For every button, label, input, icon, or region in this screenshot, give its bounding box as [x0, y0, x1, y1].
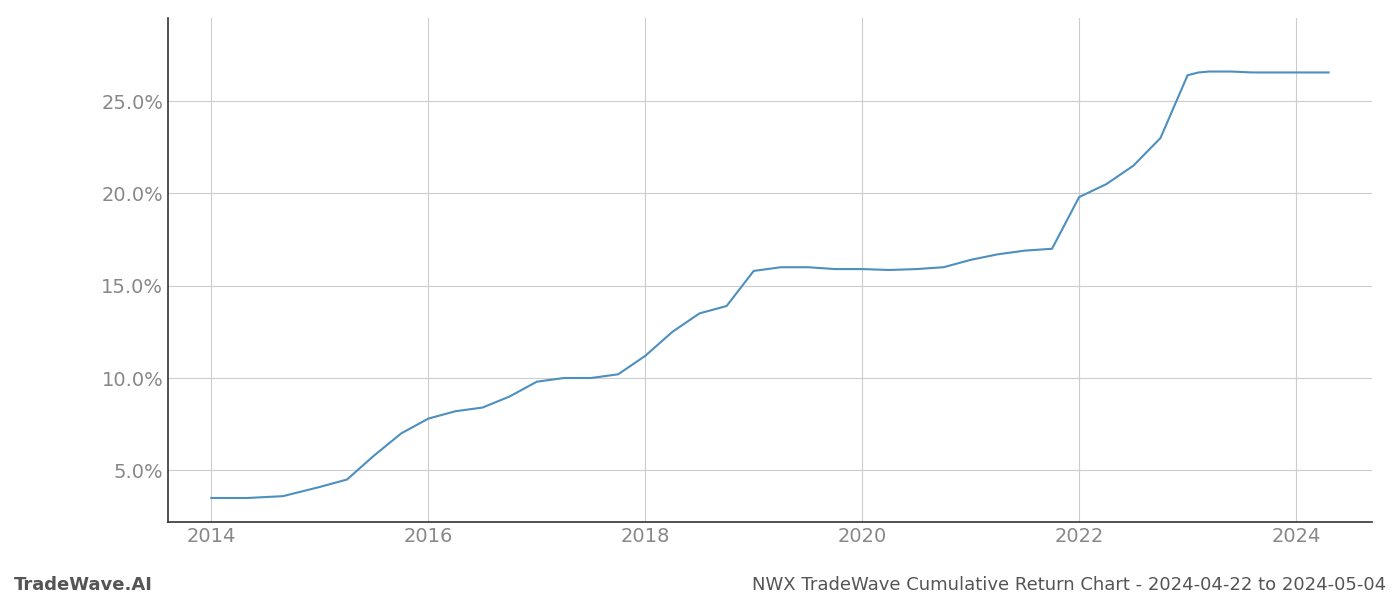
Text: TradeWave.AI: TradeWave.AI [14, 576, 153, 594]
Text: NWX TradeWave Cumulative Return Chart - 2024-04-22 to 2024-05-04: NWX TradeWave Cumulative Return Chart - … [752, 576, 1386, 594]
